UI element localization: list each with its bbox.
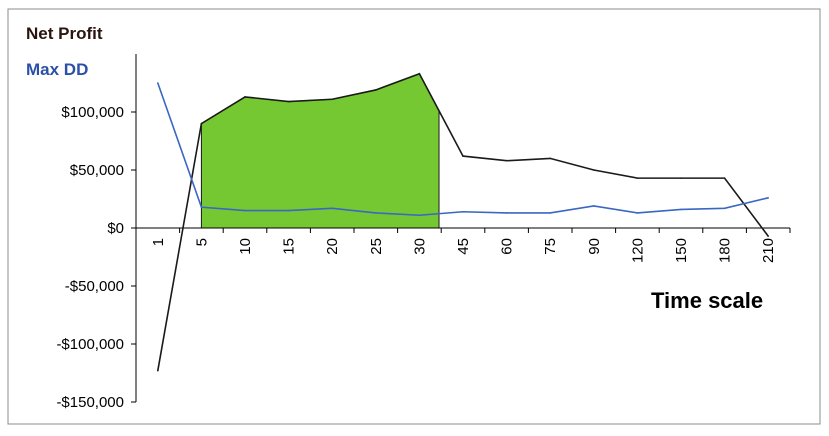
x-axis-title: Time scale (651, 288, 764, 313)
y-tick-label: $0 (107, 220, 124, 237)
x-tick-label: 30 (411, 238, 428, 255)
x-tick-label: 10 (237, 238, 254, 255)
net-profit-point (767, 235, 769, 237)
max-dd-point (331, 207, 334, 210)
net-profit-point (418, 72, 421, 75)
x-tick-label: 180 (717, 238, 734, 263)
max-dd-point (375, 212, 377, 214)
net-profit-point (331, 98, 334, 101)
x-tick-label: 25 (368, 238, 385, 255)
y-tick-label: $100,000 (61, 104, 124, 121)
max-dd-point (723, 207, 726, 210)
max-dd-point (287, 209, 290, 212)
max-dd-point (418, 214, 421, 217)
y-tick-label: -$150,000 (56, 394, 124, 411)
net-profit-point (593, 169, 595, 171)
max-dd-point (157, 82, 159, 84)
max-dd-point (636, 212, 639, 214)
x-tick-label: 150 (673, 238, 690, 263)
x-tick-label: 75 (542, 238, 559, 255)
net-profit-point (200, 122, 203, 125)
y-tick-label: -$100,000 (56, 336, 124, 353)
x-tick-label: 210 (760, 238, 777, 263)
x-tick-label: 20 (324, 238, 341, 255)
net-profit-point (680, 177, 682, 179)
max-dd-point (767, 197, 769, 199)
max-dd-point (200, 206, 203, 208)
net-profit-point (462, 155, 464, 157)
net-profit-point (636, 177, 639, 179)
net-profit-point (375, 89, 377, 91)
max-dd-point (244, 209, 246, 212)
max-dd-point (680, 208, 682, 211)
net-profit-point (505, 159, 508, 162)
x-tick-label: 120 (629, 238, 646, 263)
y-tick-label: $50,000 (70, 162, 124, 179)
max-dd-series-label: Max DD (26, 60, 89, 79)
x-tick-label: 45 (455, 238, 472, 255)
max-dd-point (593, 205, 595, 207)
net-profit-point (723, 177, 726, 179)
x-tick-label: 15 (281, 238, 298, 255)
max-dd-point (462, 210, 464, 213)
max-dd-point (505, 212, 508, 214)
net-profit-point (287, 100, 290, 103)
x-tick-label: 90 (586, 238, 603, 255)
max-dd-point (549, 212, 551, 214)
y-tick-label: -$50,000 (65, 278, 124, 295)
x-tick-label: 1 (150, 238, 167, 246)
net-profit-series-label: Net Profit (26, 24, 103, 43)
x-tick-label: 5 (193, 238, 210, 246)
net-profit-point (244, 96, 246, 98)
x-tick-label: 60 (499, 238, 516, 255)
net-profit-point (157, 369, 159, 372)
net-profit-point (549, 157, 551, 160)
